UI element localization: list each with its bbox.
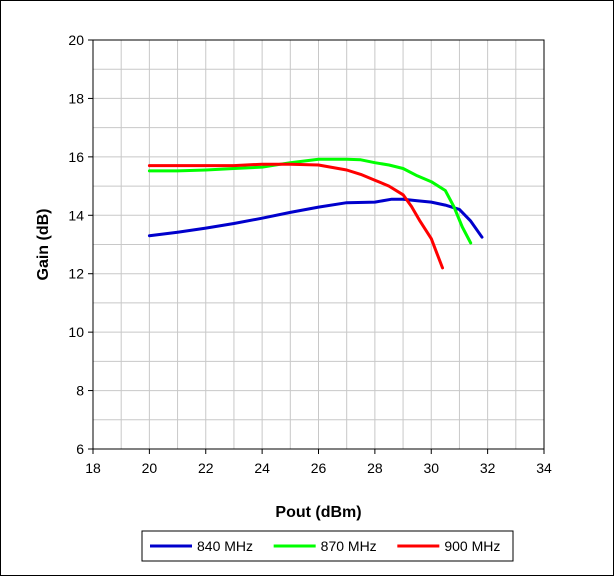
legend-label: 900 MHz xyxy=(444,538,500,554)
legend-label: 840 MHz xyxy=(197,538,253,554)
y-tick-label: 16 xyxy=(68,149,84,165)
series-lines xyxy=(147,157,484,270)
legend: 840 MHz 870 MHz 900 MHz xyxy=(141,530,514,562)
x-tick-label: 22 xyxy=(198,460,214,476)
ticks: 18 20 22 24 26 28 30 32 34 6 8 10 12 14 16 18 20 xyxy=(68,32,552,476)
y-tick-label: 12 xyxy=(68,266,84,282)
x-tick-label: 20 xyxy=(142,460,158,476)
legend-label: 870 MHz xyxy=(321,538,377,554)
y-axis-label: Gain (dB) xyxy=(35,209,52,281)
x-tick-label: 28 xyxy=(367,460,383,476)
legend-box xyxy=(141,530,514,562)
series-line-1 xyxy=(147,197,484,239)
series-line-3 xyxy=(147,162,444,270)
x-tick-label: 26 xyxy=(311,460,327,476)
series-line-2 xyxy=(147,157,473,245)
y-tick-label: 10 xyxy=(68,324,84,340)
y-tick-label: 8 xyxy=(76,383,84,399)
x-tick-label: 24 xyxy=(254,460,270,476)
x-tick-label: 32 xyxy=(480,460,496,476)
x-axis-label: Pout (dBm) xyxy=(275,504,361,521)
x-tick-label: 30 xyxy=(423,460,439,476)
y-tick-label: 14 xyxy=(68,207,84,223)
x-tick-label: 34 xyxy=(536,460,552,476)
y-tick-label: 18 xyxy=(68,90,84,106)
x-tick-label: 18 xyxy=(85,460,101,476)
y-tick-label: 6 xyxy=(76,441,84,457)
y-tick-label: 20 xyxy=(68,32,84,48)
